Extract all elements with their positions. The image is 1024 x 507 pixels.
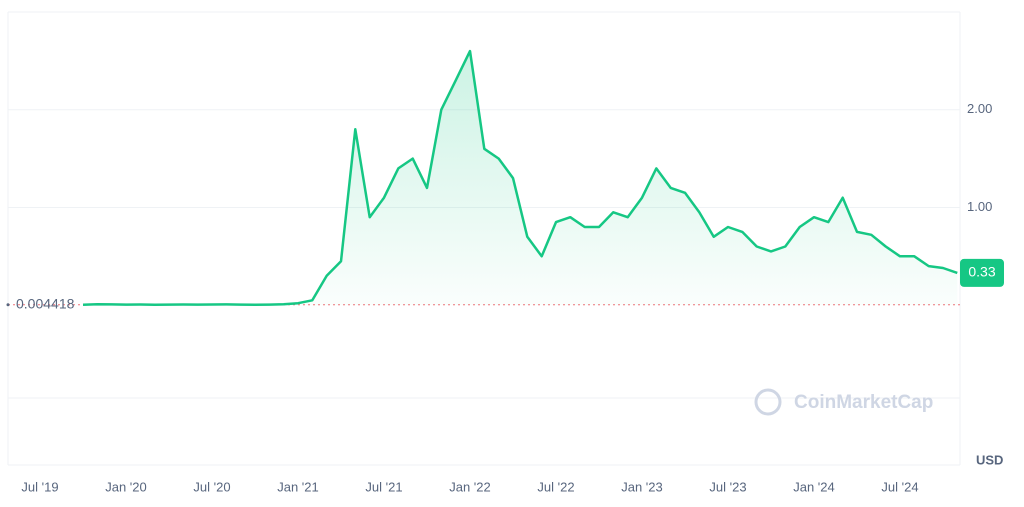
x-tick-label: Jan '23 [621,479,663,494]
price-line [82,49,958,306]
y-tick-label: 1.00 [967,199,992,214]
x-tick-label: Jul '24 [881,479,918,494]
x-tick-label: Jan '22 [449,479,491,494]
current-price-label: 0.33 [968,264,995,280]
x-tick-label: Jul '21 [365,479,402,494]
watermark-logo [754,388,782,416]
current-price-badge [960,258,1004,287]
start-price-dot [6,303,10,307]
watermark: CoinMarketCap [754,388,933,416]
currency-label: USD [976,452,1003,467]
price-area [83,51,958,306]
y-tick-label: 2.00 [967,101,992,116]
x-tick-label: Jul '23 [709,479,746,494]
start-price-label: 0.004418 [16,295,75,311]
watermark-text: CoinMarketCap [794,392,933,413]
x-tick-label: Jan '21 [277,479,319,494]
x-tick-label: Jul '20 [193,479,230,494]
x-tick-label: Jan '20 [105,479,147,494]
x-tick-label: Jan '24 [793,479,835,494]
x-tick-label: Jul '22 [537,479,574,494]
x-tick-label: Jul '19 [21,479,58,494]
